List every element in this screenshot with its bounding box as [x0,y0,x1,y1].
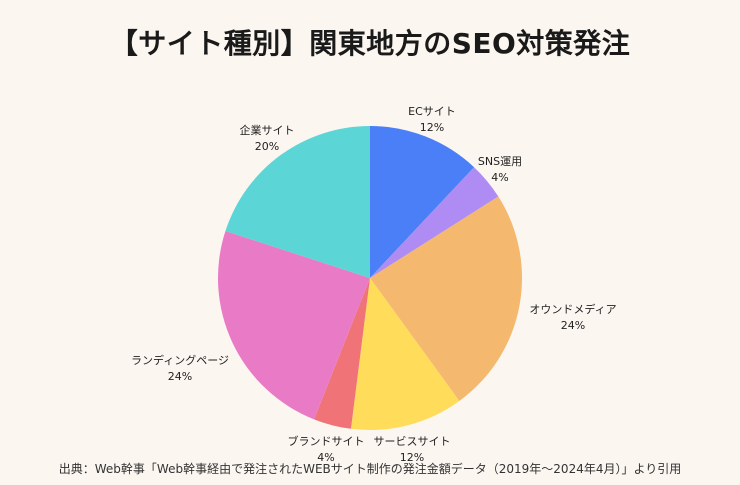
pie-slice [314,278,370,429]
slice-label: オウンドメディア [529,302,616,316]
chart-title: 【サイト種別】関東地方のSEO対策発注 [109,27,631,60]
slice-percent-label: 4% [317,451,334,464]
slice-label: SNS運用 [478,155,522,168]
pie-slice [218,231,370,420]
pie-labels: ECサイト 12% SNS運用 4% オウンドメディア 24% サービスサイト 12% ブランド… [131,105,617,464]
slice-label: サービスサイト [374,435,451,448]
slice-percent-label: 12% [420,121,444,134]
pie-slices [218,126,523,430]
slice-label: ランディングページ [131,353,229,367]
pie-slice [370,167,499,278]
slice-percent-label: 4% [491,171,508,184]
slice-percent-label: 12% [400,451,424,464]
pie-slice [370,126,475,278]
slice-label: ブランドサイト [288,434,365,448]
pie-slice [370,196,523,401]
slice-percent-label: 24% [168,370,192,383]
slice-label: 企業サイト [240,123,295,137]
pie-slice [225,126,370,278]
chart-source: 出典：Web幹事「Web幹事経由で発注されたWEBサイト制作の発注金額データ（2… [58,462,682,476]
pie-slice [350,278,460,430]
slice-percent-label: 24% [561,319,585,332]
slice-label: ECサイト [408,105,456,118]
slice-percent-label: 20% [255,140,279,153]
